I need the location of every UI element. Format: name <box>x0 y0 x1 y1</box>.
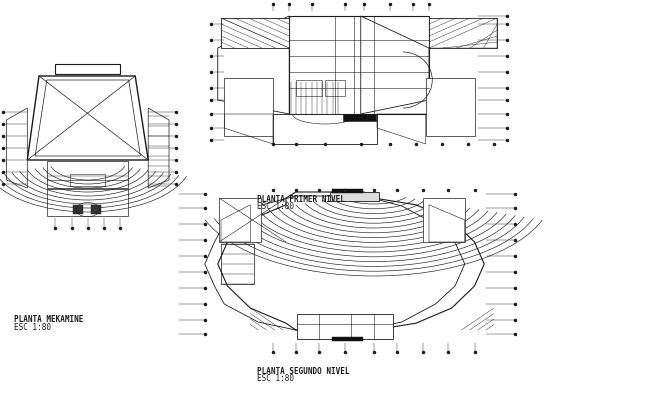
Text: ESC 1:80: ESC 1:80 <box>257 374 294 383</box>
Bar <box>221 244 254 284</box>
Bar <box>422 198 465 242</box>
Text: ESC 1:80: ESC 1:80 <box>257 202 294 211</box>
Bar <box>330 192 379 201</box>
Bar <box>296 80 322 96</box>
Bar <box>343 114 376 121</box>
Bar <box>73 205 83 214</box>
Text: ESC 1:80: ESC 1:80 <box>14 323 51 332</box>
Bar <box>273 114 377 144</box>
Text: PLANTA MEKAMINE: PLANTA MEKAMINE <box>14 315 84 324</box>
Bar <box>297 314 393 339</box>
Bar <box>91 205 101 214</box>
Bar <box>70 174 105 186</box>
Bar <box>325 80 344 96</box>
Bar <box>219 198 261 242</box>
Bar <box>47 161 128 188</box>
Text: PLANTA SEGUNDO NIVEL: PLANTA SEGUNDO NIVEL <box>257 367 349 376</box>
Bar <box>224 78 273 136</box>
Bar <box>221 18 289 48</box>
Bar <box>332 189 363 193</box>
Bar <box>332 337 363 341</box>
Bar <box>429 18 497 48</box>
Bar <box>47 189 128 216</box>
Bar <box>55 64 120 74</box>
Polygon shape <box>218 192 484 330</box>
Text: PLANTA PRIMER NIVEL: PLANTA PRIMER NIVEL <box>257 195 344 204</box>
Bar <box>289 16 429 114</box>
Bar <box>426 78 474 136</box>
